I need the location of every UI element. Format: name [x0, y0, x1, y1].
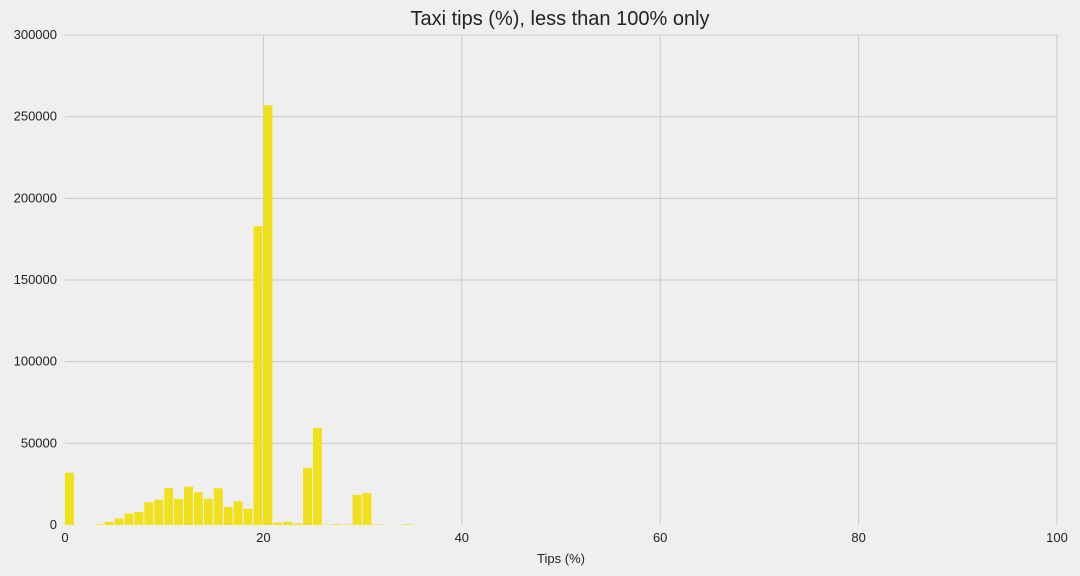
- histogram-bar: [352, 494, 362, 525]
- histogram-bar: [303, 467, 312, 525]
- histogram-bar: [213, 488, 223, 525]
- x-tick-label: 100: [1046, 530, 1068, 545]
- y-tick-label: 300000: [14, 27, 57, 42]
- histogram-bar: [273, 522, 283, 525]
- histogram-bar: [174, 498, 184, 525]
- histogram-bar: [94, 524, 104, 525]
- x-axis-label: Tips (%): [537, 551, 585, 566]
- y-tick-label: 0: [50, 517, 57, 532]
- chart-title: Taxi tips (%), less than 100% only: [410, 8, 709, 30]
- histogram-bar: [104, 521, 114, 525]
- x-tick-label: 80: [851, 530, 865, 545]
- histogram-bar: [114, 518, 124, 525]
- histogram-bar: [313, 427, 322, 525]
- histogram-bar: [164, 488, 174, 525]
- grid-lines: [65, 34, 1058, 525]
- histogram-bar: [144, 502, 154, 525]
- x-tick-label: 40: [455, 530, 469, 545]
- y-tick-label: 150000: [14, 272, 57, 287]
- histogram-bar: [253, 226, 263, 525]
- histogram-bar: [263, 105, 273, 525]
- histogram-bar: [124, 513, 134, 525]
- y-tick-label: 200000: [14, 190, 57, 205]
- histogram-bar: [293, 523, 303, 525]
- x-tick-label: 20: [256, 530, 270, 545]
- histogram-bar: [332, 524, 342, 525]
- y-tick-label: 100000: [14, 354, 57, 369]
- histogram-bar: [203, 498, 213, 525]
- histogram-bar: [362, 493, 372, 525]
- histogram-bar: [283, 521, 293, 525]
- histogram-bar: [223, 507, 233, 525]
- histogram-bar: [154, 499, 164, 525]
- y-tick-label: 50000: [21, 435, 57, 450]
- x-tick-label: 0: [61, 530, 68, 545]
- x-axis-ticks: 0 20 40 60 80 100: [61, 530, 1067, 545]
- histogram-bar: [184, 486, 193, 525]
- histogram-bar: [65, 472, 74, 525]
- histogram-bar: [134, 511, 144, 525]
- x-tick-label: 60: [653, 530, 667, 545]
- y-axis-ticks: 0 50000 100000 150000 200000 250000 300000: [14, 27, 57, 532]
- y-tick-label: 250000: [14, 109, 57, 124]
- histogram-bar: [243, 508, 253, 525]
- histogram-bar: [402, 524, 412, 525]
- histogram-bar: [193, 492, 203, 525]
- histogram-bar: [233, 501, 243, 525]
- bar-group: [65, 105, 422, 525]
